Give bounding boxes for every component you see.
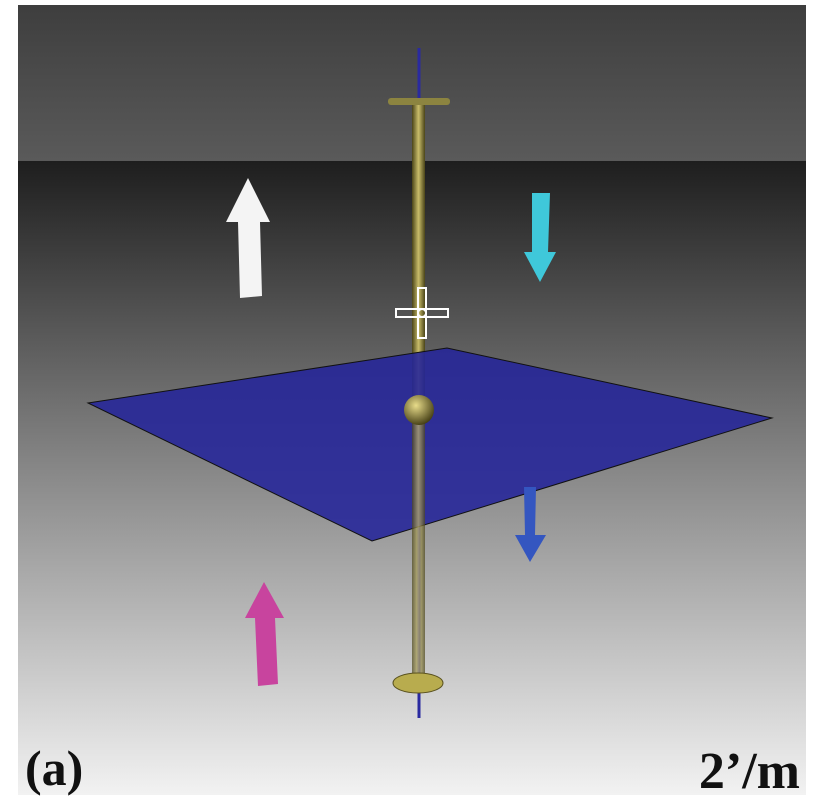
crossbar <box>388 98 450 105</box>
rod-lower <box>412 420 425 685</box>
sphere <box>404 395 434 425</box>
panel-label: (a) <box>25 740 83 796</box>
scene: (a) 2’/m <box>0 0 823 802</box>
disc <box>393 673 443 693</box>
scale-label: 2’/m <box>699 743 800 800</box>
